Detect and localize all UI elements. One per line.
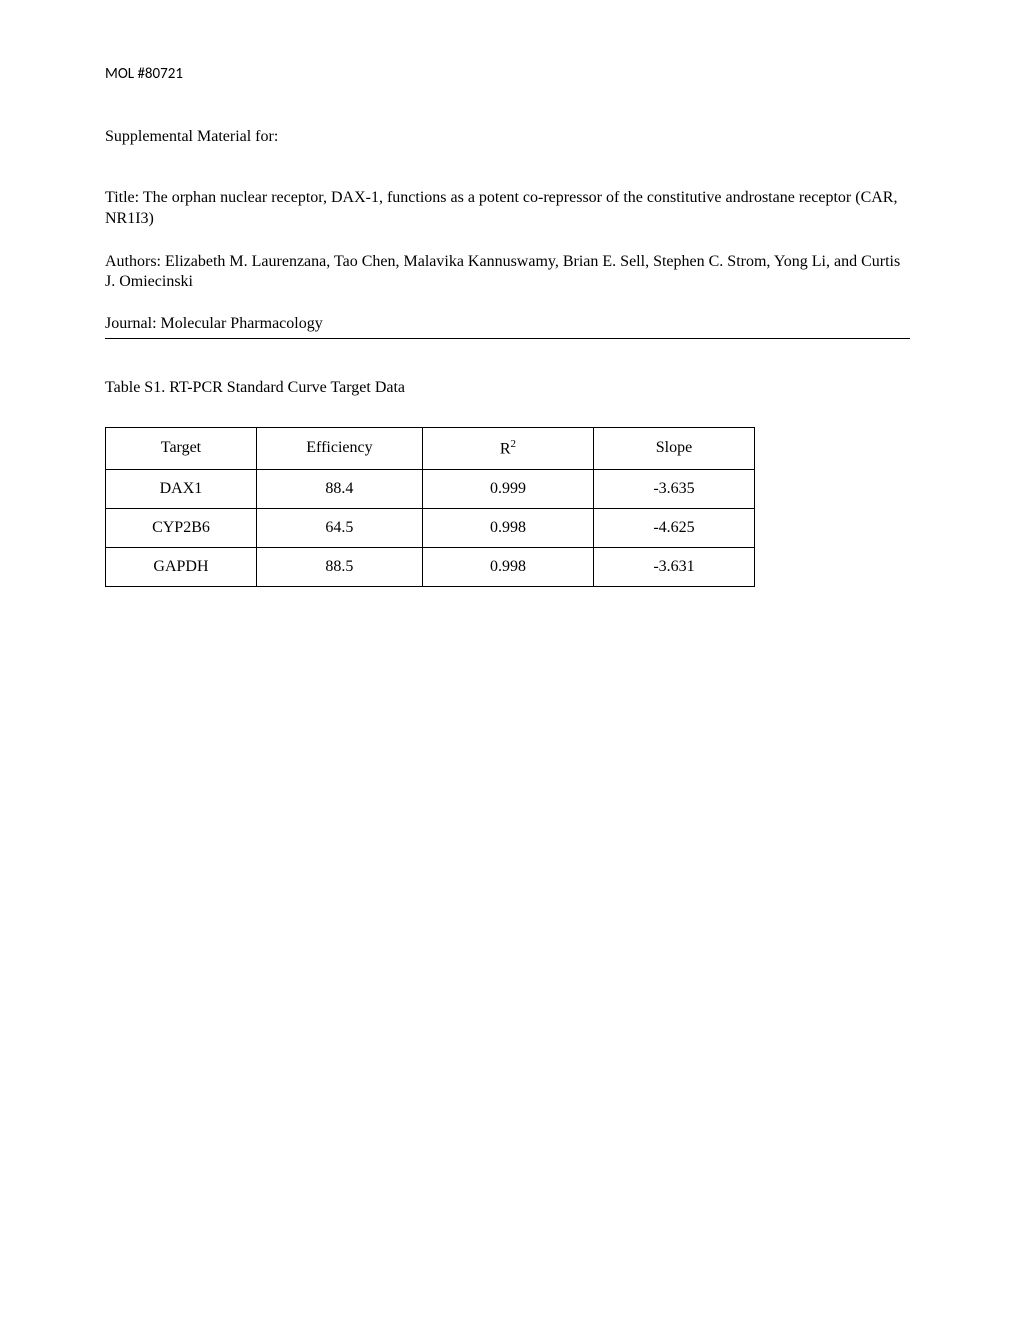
journal-label: Journal:	[105, 315, 157, 332]
cell-slope: -3.635	[593, 469, 754, 508]
cell-efficiency: 64.5	[256, 508, 422, 547]
table-row: GAPDH 88.5 0.998 -3.631	[106, 547, 755, 586]
cell-efficiency: 88.4	[256, 469, 422, 508]
authors-section: Authors: Elizabeth M. Laurenzana, Tao Ch…	[105, 252, 910, 294]
cell-efficiency: 88.5	[256, 547, 422, 586]
column-header-target: Target	[106, 428, 257, 469]
cell-slope: -3.631	[593, 547, 754, 586]
authors-text: Elizabeth M. Laurenzana, Tao Chen, Malav…	[105, 253, 900, 291]
cell-r2: 0.999	[422, 469, 593, 508]
table-title: Table S1. RT-PCR Standard Curve Target D…	[105, 379, 910, 397]
title-section: Title: The orphan nuclear receptor, DAX-…	[105, 188, 910, 230]
cell-target: GAPDH	[106, 547, 257, 586]
column-header-efficiency: Efficiency	[256, 428, 422, 469]
title-text: The orphan nuclear receptor, DAX-1, func…	[105, 189, 897, 227]
authors-label: Authors:	[105, 253, 161, 270]
data-table: Target Efficiency R2 Slope DAX1 88.4 0.9…	[105, 427, 755, 586]
table-header-row: Target Efficiency R2 Slope	[106, 428, 755, 469]
journal-section: Journal: Molecular Pharmacology	[105, 315, 910, 333]
title-label: Title:	[105, 189, 139, 206]
mol-number: MOL #80721	[105, 65, 910, 83]
supplemental-label: Supplemental Material for:	[105, 128, 910, 146]
r2-base: R	[500, 441, 511, 458]
table-row: CYP2B6 64.5 0.998 -4.625	[106, 508, 755, 547]
cell-target: CYP2B6	[106, 508, 257, 547]
column-header-r2: R2	[422, 428, 593, 469]
column-header-slope: Slope	[593, 428, 754, 469]
cell-r2: 0.998	[422, 547, 593, 586]
cell-r2: 0.998	[422, 508, 593, 547]
section-divider	[105, 338, 910, 339]
cell-target: DAX1	[106, 469, 257, 508]
table-row: DAX1 88.4 0.999 -3.635	[106, 469, 755, 508]
cell-slope: -4.625	[593, 508, 754, 547]
r2-superscript: 2	[511, 438, 517, 450]
journal-text: Molecular Pharmacology	[161, 315, 323, 332]
